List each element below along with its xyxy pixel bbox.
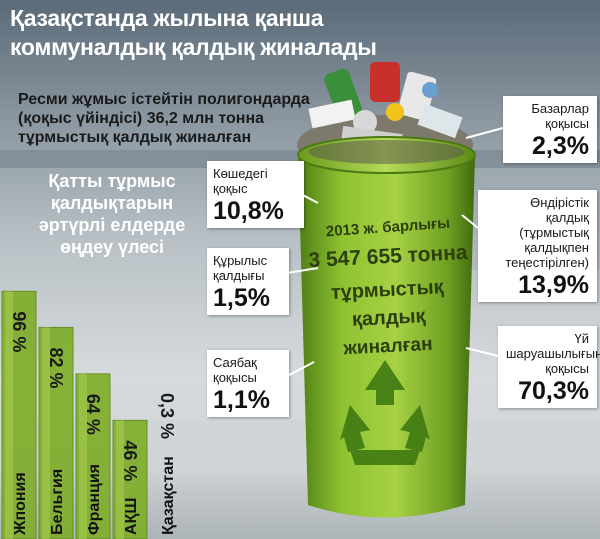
bar-category-label-1: Бельгия [49,469,66,535]
bar-highlight-3 [116,420,124,539]
bin-amount-line: 3 547 655 тонна [307,240,469,273]
bar-value-label-4: 0,3 % [157,393,177,439]
bar-category-label-2: Франция [86,464,103,535]
bar-category-label-4: Қазақстан [160,456,177,535]
callout-value: 70,3% [518,377,589,405]
callout-label: Өндірістік қалдық (тұрмыстық қалдықпен т… [505,195,589,270]
bar-highlight-0 [5,291,13,539]
bar-category-label-0: Жпония [12,472,29,536]
recycle-symbol-icon [340,360,430,465]
callout-value: 1,1% [213,386,270,414]
waste-bin-illustration [297,62,476,518]
callout-market-waste: Базарлар қоқысы 2,3% [503,96,597,163]
bar-value-label-1: 82 % [46,347,66,388]
callout-construction-waste: Құрылыс қалдығы 1,5% [207,248,289,315]
bin-label: 2013 ж. барлығы 3 547 655 тонна тұрмысты… [295,215,481,360]
bar-value-label-0: 96 % [9,311,29,352]
bar-chart-title: Қатты тұрмыс қалдықтарын әртүрлі елдерде… [38,171,186,257]
callout-label: Базарлар қоқысы [531,101,589,131]
callout-park-waste: Саябақ қоқысы 1,1% [207,350,289,417]
callout-household-waste: Үй шаруашылығының қоқысы 70,3% [498,326,600,408]
callout-value: 1,5% [213,284,270,312]
callout-value: 10,8% [213,197,284,225]
page-subtitle: Ресми жұмыс істейтін полигондарда (қоқыс… [18,91,310,146]
bar-category-label-3: АҚШ [123,498,140,535]
callout-label: Көшедегі қоқыс [213,166,268,196]
callout-label: Үй шаруашылығының қоқысы [506,331,600,376]
callout-value: 2,3% [532,132,589,160]
callout-label: Құрылыс қалдығы [213,253,268,283]
callout-label: Саябақ қоқысы [213,355,257,385]
callout-industrial-waste: Өндірістік қалдық (тұрмыстық қалдықпен т… [478,190,597,302]
callout-value: 13,9% [518,271,589,299]
bar-value-label-2: 64 % [83,394,103,435]
bar-value-label-3: 46 % [120,440,140,481]
bar-highlight-2 [79,373,87,539]
recycling-bar-chart: 96 % Жпония 82 % Бельгия 64 % Франция 46 % АҚШ 0… [1,290,177,539]
callout-street-waste: Көшедегі қоқыс 10,8% [207,161,304,228]
page-title: Қазақстанда жылына қанша коммуналдық қал… [10,5,377,60]
bar-highlight-1 [42,327,50,539]
bin-waste-line: тұрмыстық қалдық [330,276,445,331]
